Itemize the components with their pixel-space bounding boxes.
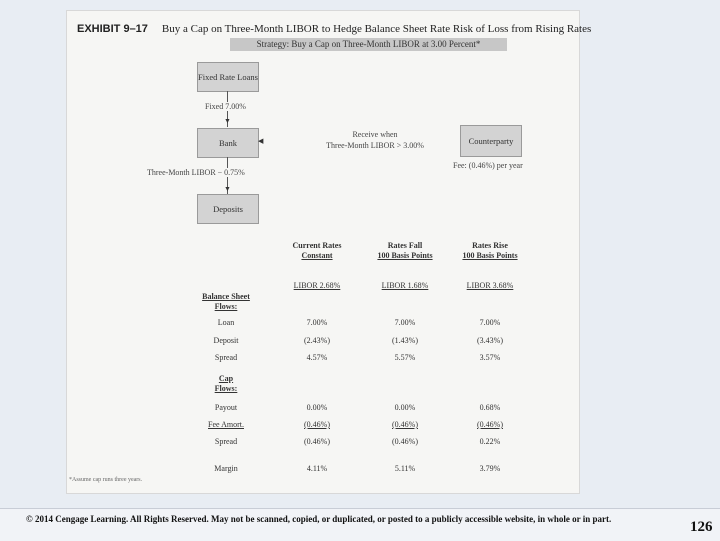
cap-flows-header: Cap Flows:	[214, 374, 238, 393]
exhibit-title: EXHIBIT 9–17 Buy a Cap on Three-Month LIB…	[77, 23, 591, 35]
copyright-notice: © 2014 Cengage Learning. All Rights Rese…	[26, 514, 612, 524]
column-header: Rates Rise 100 Basis Points	[462, 241, 518, 260]
receive-condition-label: Three-Month LIBOR > 3.00%	[326, 141, 424, 150]
balance-sheet-header: Balance Sheet Flows:	[202, 292, 250, 311]
slide-footer	[0, 508, 720, 541]
counterparty-box: Counterparty	[460, 125, 522, 157]
deposits-box: Deposits	[197, 194, 259, 224]
fixed-rate-loans-box: Fixed Rate Loans	[197, 62, 259, 92]
libor-rate: LIBOR 3.68%	[466, 281, 514, 290]
libor-rate: LIBOR 1.68%	[381, 281, 429, 290]
libor-rate: LIBOR 2.68%	[293, 281, 341, 290]
bank-box: Bank	[197, 128, 259, 158]
column-header: Current Rates Constant	[292, 241, 342, 260]
footnote: *Assume cap runs three years.	[69, 477, 143, 483]
down-arrow-icon: ▼	[224, 117, 231, 125]
exhibit-page: EXHIBIT 9–17 Buy a Cap on Three-Month LIB…	[66, 10, 591, 494]
exhibit-label: EXHIBIT 9–17	[77, 23, 148, 35]
fixed-rate-label: Fixed 7.00%	[203, 102, 248, 111]
exhibit-title-text: Buy a Cap on Three-Month LIBOR to Hedge …	[161, 23, 592, 35]
strategy-banner: Strategy: Buy a Cap on Three-Month LIBOR…	[230, 38, 507, 51]
down-arrow-icon: ▼	[224, 185, 231, 193]
receive-when-label: Receive when	[352, 130, 398, 139]
three-month-libor-label: Three-Month LIBOR − 0.75%	[145, 168, 247, 177]
page-number: 126	[690, 519, 713, 535]
fee-label: Fee: (0.46%) per year	[453, 161, 523, 170]
left-arrow-icon: ◀	[258, 137, 264, 145]
column-header: Rates Fall 100 Basis Points	[377, 241, 433, 260]
